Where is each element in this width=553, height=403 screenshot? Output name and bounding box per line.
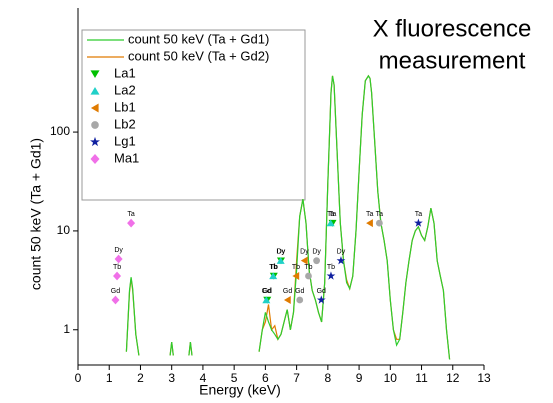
marker — [296, 296, 304, 304]
spectrum-line — [125, 74, 451, 360]
marker — [111, 295, 120, 305]
marker-label: Gd — [295, 288, 304, 295]
marker-label: Ta — [127, 211, 135, 218]
x-tick-label: 3 — [168, 371, 175, 385]
x-tick-label: 8 — [325, 371, 332, 385]
marker — [305, 272, 312, 280]
marker — [326, 219, 335, 227]
marker-label: Dy — [276, 249, 285, 256]
marker — [113, 271, 122, 281]
marker-label: Ta — [366, 211, 374, 218]
marker-label: Dy — [277, 249, 286, 256]
marker — [292, 271, 300, 280]
marker-label: Tb — [327, 264, 335, 271]
marker-label: Tb — [292, 264, 300, 271]
x-tick-label: 4 — [200, 371, 207, 385]
y-tick-label: 10 — [57, 223, 71, 237]
legend-marker — [90, 136, 100, 147]
legend-label: Lb2 — [114, 116, 136, 131]
marker-label: Ta — [376, 211, 384, 218]
x-tick-label: 2 — [137, 371, 144, 385]
marker-label: Gd — [263, 288, 272, 295]
marker-label: Dy — [300, 249, 309, 256]
marker — [127, 218, 136, 228]
legend-label: La2 — [114, 82, 136, 97]
marker — [269, 272, 278, 280]
y-tick-label: 1 — [63, 322, 70, 336]
marker — [276, 257, 285, 264]
y-axis-label: count 50 keV (Ta + Gd1) — [28, 138, 44, 290]
legend-label: count 50 keV (Ta + Gd2) — [128, 48, 269, 63]
marker — [300, 256, 308, 265]
x-tick-label: 6 — [262, 371, 269, 385]
title-group: X fluorescence measurement — [373, 15, 532, 74]
marker — [316, 295, 326, 304]
marker — [262, 296, 271, 304]
marker-label: Gd — [283, 288, 292, 295]
marker-label: Gd — [111, 288, 120, 295]
marker-label: Tb — [304, 264, 312, 271]
x-tick-label: 12 — [446, 371, 460, 385]
x-tick-label: 0 — [75, 371, 82, 385]
marker-label: Gd — [317, 288, 326, 295]
marker-label: Tb — [269, 264, 277, 271]
marker-label: Tb — [270, 264, 278, 271]
legend-label: Lg1 — [114, 133, 136, 148]
legend-marker — [90, 154, 100, 164]
x-axis-label: Energy (keV) — [199, 382, 281, 398]
marker — [326, 271, 336, 280]
marker — [414, 218, 423, 227]
plot-area: Gd Tb Dy Ta Gd Tb Dy Ta Gd Tb Dy Ta Gd Tb Dy Ta Gd Tb Dy Ta… — [111, 74, 451, 360]
x-tick-label: 1 — [106, 371, 113, 385]
x-tick-label: 7 — [293, 371, 300, 385]
legend-marker — [90, 86, 100, 95]
legend-marker — [91, 121, 99, 129]
marker-label: Dy — [312, 249, 321, 256]
x-tick-label: 10 — [384, 371, 398, 385]
marker-label: Ta — [329, 211, 337, 218]
marker-label: Ta — [327, 211, 335, 218]
marker-label: Dy — [337, 249, 346, 256]
x-tick-label: 11 — [415, 371, 428, 385]
marker-label: Dy — [114, 247, 123, 254]
marker — [313, 257, 321, 265]
y-tick-label: 100 — [50, 124, 70, 138]
marker — [336, 256, 346, 265]
marker — [375, 219, 383, 227]
x-tick-label: 9 — [356, 371, 363, 385]
x-tick-label: 5 — [231, 371, 238, 385]
chart-title: measurement — [379, 47, 526, 74]
x-tick-label: 13 — [477, 371, 491, 385]
chart-title: X fluorescence — [373, 15, 532, 42]
marker-label: Ta — [415, 211, 423, 218]
marker — [114, 254, 123, 264]
legend-marker — [90, 70, 100, 79]
legend-label: Ma1 — [114, 150, 139, 165]
marker — [283, 296, 291, 305]
legend-label: La1 — [114, 65, 136, 80]
marker-label: Gd — [262, 288, 271, 295]
legend-label: Lb1 — [114, 99, 136, 114]
marker-label: Tb — [113, 264, 121, 271]
legend-marker — [90, 103, 99, 113]
legend-box — [81, 29, 306, 201]
marker — [366, 219, 373, 228]
legend-label: count 50 keV (Ta + Gd1) — [128, 31, 269, 46]
